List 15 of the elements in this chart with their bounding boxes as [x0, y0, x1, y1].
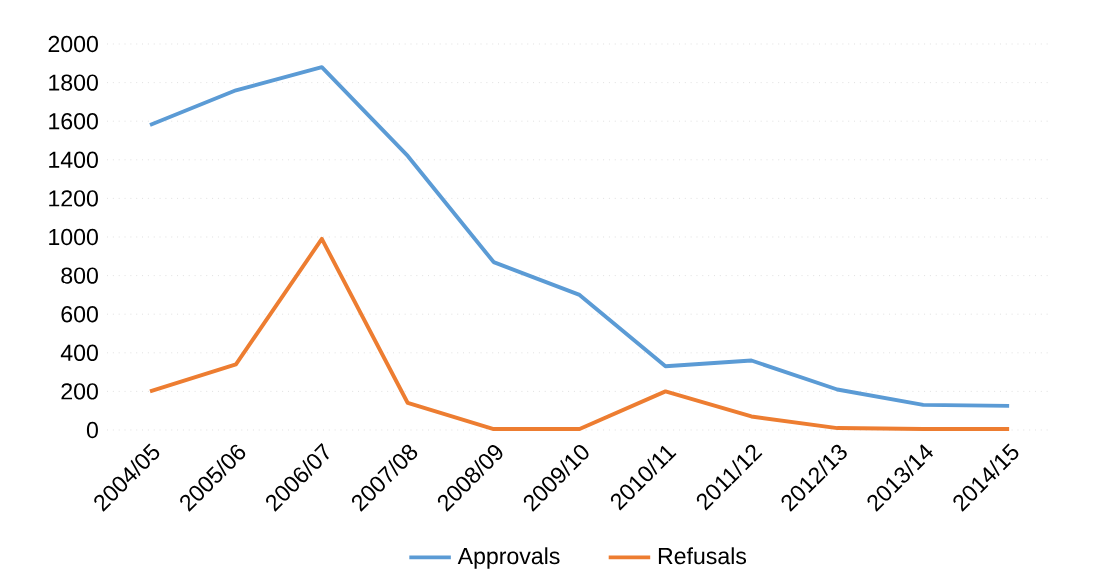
y-tick-label: 1400: [49, 151, 98, 168]
legend-label: Refusals: [658, 547, 747, 565]
legend-label: Approvals: [457, 547, 560, 569]
y-tick-label: 1600: [49, 113, 98, 130]
y-tick-label: 200: [61, 383, 98, 400]
y-tick-label: 800: [61, 267, 98, 284]
y-tick-label: 2000: [48, 35, 98, 53]
y-tick-label: 1200: [49, 190, 98, 207]
y-tick-label: 1000: [49, 228, 98, 246]
y-tick-label: 400: [60, 344, 98, 361]
y-tick-label: 600: [61, 306, 98, 323]
y-tick-label: 1800: [49, 74, 98, 91]
y-tick-label: 0: [86, 421, 98, 439]
line-series: [148, 65, 1012, 408]
line-series: [148, 236, 1012, 431]
